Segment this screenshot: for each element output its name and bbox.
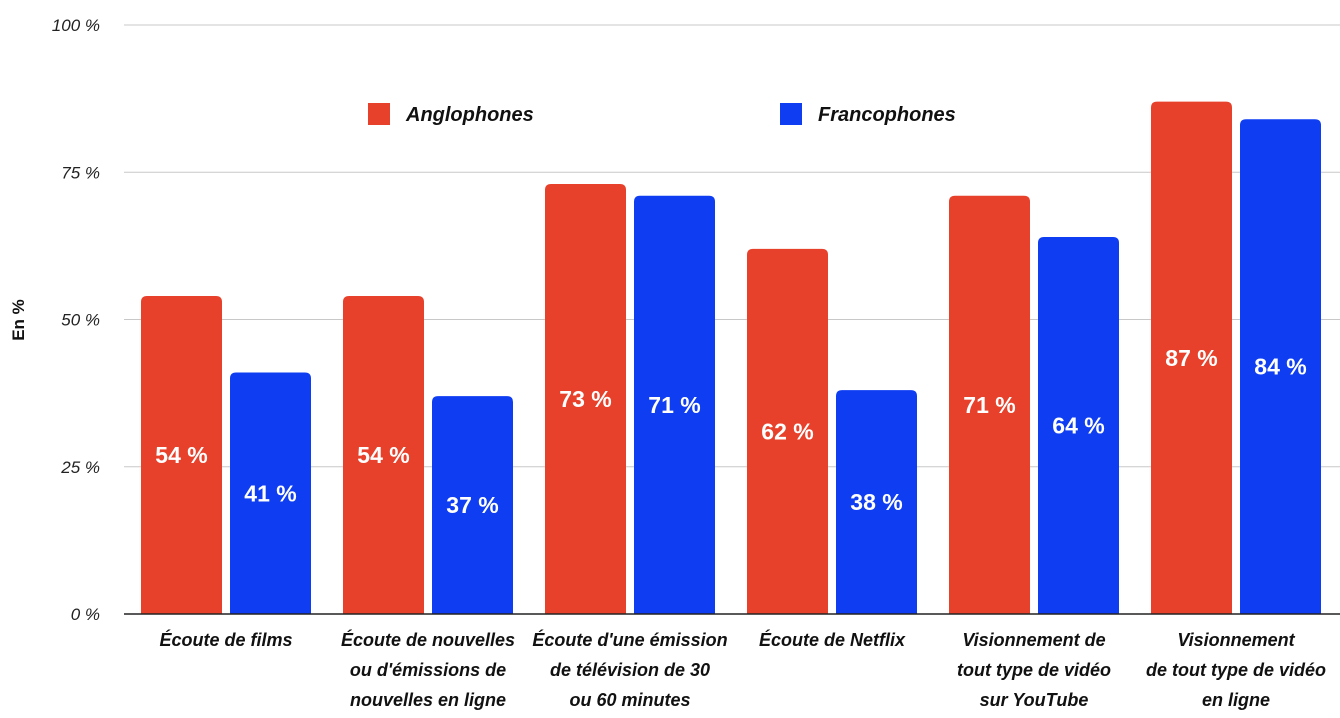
y-tick-label: 100 % (52, 16, 100, 35)
x-category-label: Visionnement de tout type de vidéo sur You… (957, 630, 1111, 710)
y-tick-label: 0 % (71, 605, 100, 624)
bar-francophones (432, 396, 513, 614)
bar-value-label: 41 % (244, 480, 296, 506)
bar-value-label: 84 % (1254, 354, 1306, 380)
legend-swatch-anglophones (368, 103, 390, 125)
bar-value-label: 38 % (850, 489, 902, 515)
y-axis-ticks: 0 % 25 % 50 % 75 % 100 % (52, 16, 100, 624)
bar-value-label: 62 % (761, 418, 813, 444)
x-category-label: Visionnement de tout type de vidéo en lign… (1146, 630, 1326, 710)
bar-value-label: 64 % (1052, 413, 1104, 439)
bars (141, 101, 1321, 615)
bar-anglophones (343, 295, 424, 614)
x-category-label: Écoute de Netflix (759, 629, 906, 650)
legend-swatch-francophones (780, 103, 802, 125)
bar-francophones (230, 372, 311, 614)
legend-label-francophones: Francophones (818, 104, 956, 126)
x-category-label: Écoute de films (159, 629, 292, 650)
bar-value-label: 71 % (963, 392, 1015, 418)
bar-value-label: 54 % (357, 442, 409, 468)
x-category-label: Écoute d'une émission de télévision de 30… (532, 629, 727, 710)
bar-value-label: 54 % (155, 442, 207, 468)
y-tick-label: 50 % (61, 311, 100, 330)
legend-label-anglophones: Anglophones (405, 104, 534, 126)
bar-value-label: 73 % (559, 386, 611, 412)
y-tick-label: 75 % (61, 163, 100, 182)
bar-value-label: 37 % (446, 492, 498, 518)
bar-anglophones (747, 248, 828, 614)
bar-anglophones (545, 184, 626, 614)
bar-francophones (634, 195, 715, 614)
bar-anglophones (141, 295, 222, 614)
y-tick-label: 25 % (60, 458, 100, 477)
bar-anglophones (1151, 101, 1232, 614)
bar-value-label: 87 % (1165, 345, 1217, 371)
bar-francophones (836, 390, 917, 614)
bar-data-labels: 54 % 41 % 54 % 37 % 73 % 71 % 62 % 38 % 71 % 64 %… (155, 345, 1306, 518)
bar-value-label: 71 % (648, 392, 700, 418)
bar-francophones (1038, 237, 1119, 615)
x-category-label: Écoute de nouvelles ou d'émissions de nouv… (341, 629, 515, 710)
legend: Anglophones Francophones (368, 103, 956, 126)
y-axis-label: En % (9, 299, 28, 341)
bar-francophones (1240, 119, 1321, 615)
bar-anglophones (949, 195, 1030, 614)
x-axis-categories: Écoute de films Écoute de nouvelles ou d'é… (159, 629, 1326, 710)
gridlines (124, 24, 1340, 468)
